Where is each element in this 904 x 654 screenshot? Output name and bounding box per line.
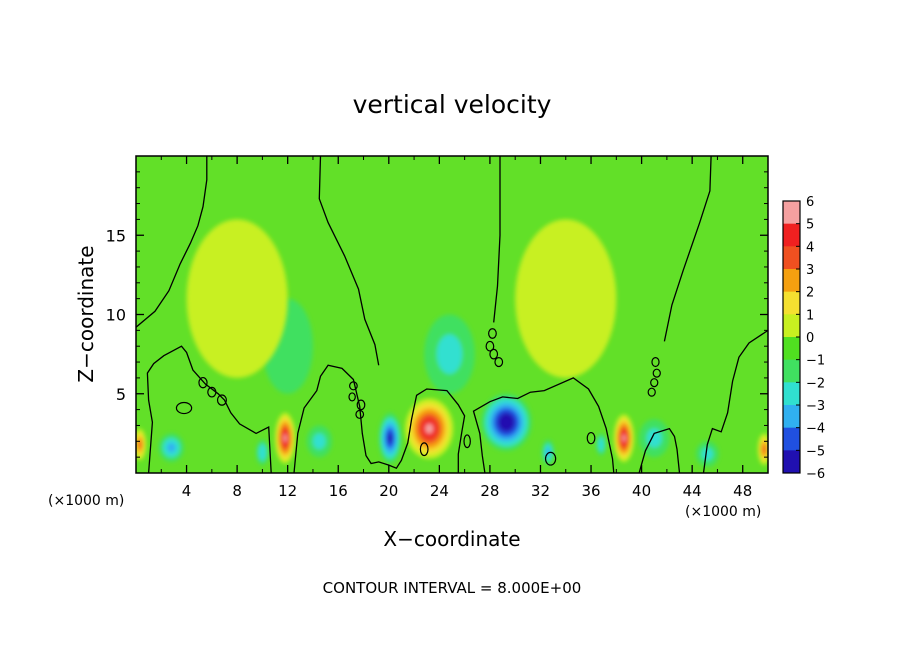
colorbar-label: −6 [806,467,825,482]
contour-loop-8 [488,328,497,339]
contour-loop-12 [651,357,660,368]
velocity-field [136,219,768,467]
contour-line-7 [472,377,615,473]
contour-loop-1 [207,386,217,398]
colorbar-swatch [783,382,800,406]
zero-contour-lines [136,156,768,473]
x-tick-label: 20 [379,482,398,500]
contour-loop-3 [175,401,193,415]
y-tick-label: 15 [106,226,126,245]
colorbar: 6 5 4 3 2 1 0 −1 −2 −3 −4 −5 −6 [782,195,825,482]
x-unit-label-left: (×1000 m) [48,493,124,509]
contour-line-1 [318,156,380,366]
x-tick-label: 40 [632,482,651,500]
updraft-cell-0 [136,428,147,461]
contour-loop-2 [216,394,227,406]
contour-line-6 [293,364,466,473]
colorbar-swatch [783,337,800,361]
colorbar-swatch [783,269,800,293]
colorbar-swatch [783,359,800,383]
contour-loop-18 [419,442,429,457]
contour-loop-9 [485,340,495,352]
x-tick-label: 16 [329,482,348,500]
colorbar-label: −4 [806,422,825,437]
weak-updraft-cell-15 [186,219,288,378]
downdraft-cell-9 [481,393,532,451]
colorbar-label: −2 [806,376,825,391]
x-tick-label: 28 [480,482,499,500]
colorbar-label: −3 [806,399,825,414]
y-axis-label: Z−coordinate [74,245,98,382]
downdraft-cell-7 [306,425,332,458]
contour-loop-0 [198,376,208,389]
chart-title: vertical velocity [353,90,552,119]
contour-loop-4 [349,381,358,391]
colorbar-swatch [783,201,800,225]
colorbar-label: 4 [806,240,814,255]
x-tick-label: 36 [581,482,600,500]
y-tick-label: 10 [106,306,126,325]
y-tick-label: 5 [116,385,126,404]
contour-loop-14 [650,378,659,388]
colorbar-label: 6 [806,195,814,210]
colorbar-label: −5 [806,444,825,459]
weak-downdraft-cell-14 [424,314,475,394]
contour-line-8 [638,427,681,473]
x-axis-label: X−coordinate [383,527,520,551]
colorbar-swatch [783,314,800,338]
colorbar-label: 0 [806,331,814,346]
x-tick-label: 44 [683,482,702,500]
contour-loop-13 [652,368,661,378]
downdraft-cell-6 [256,439,269,466]
colorbar-label: 3 [806,263,814,278]
x-tick-label: 4 [182,482,192,500]
x-tick-label: 48 [733,482,752,500]
contour-loop-11 [494,357,504,368]
contour-loop-7 [355,409,365,419]
updraft-cell-3 [613,414,635,462]
contour-loop-17 [586,431,596,445]
contour-line-2 [493,156,501,323]
colorbar-label: 5 [806,218,814,233]
contour-line-5 [146,345,272,473]
colorbar-swatch [783,450,800,474]
downdraft-cell-12 [639,419,670,458]
colorbar-swatch [783,405,800,429]
colorbar-swatch [783,246,800,270]
contour-line-4 [702,329,768,473]
colorbar-swatch [783,291,800,315]
colorbar-swatch [783,427,800,451]
contour-loop-5 [348,392,356,402]
downdraft-cell-5 [158,433,185,462]
x-tick-label: 8 [232,482,242,500]
colorbar-label: 2 [806,286,814,301]
updraft-cell-1 [275,412,296,464]
x-tick-label: 12 [278,482,297,500]
contour-interval-footer: CONTOUR INTERVAL = 8.000E+00 [323,579,582,597]
contour-line-0 [136,156,208,328]
contour-loop-19 [544,451,557,466]
contour-loop-16 [463,434,471,449]
downdraft-cell-8 [378,412,402,464]
contour-loop-15 [647,387,656,397]
colorbar-label: 1 [806,308,814,323]
x-tick-label: 24 [430,482,449,500]
contour-loop-10 [489,348,499,360]
x-unit-label-right: (×1000 m) [685,504,761,520]
contour-line-3 [663,156,712,342]
downdraft-cell-11 [596,433,607,456]
colorbar-label: −1 [806,354,825,369]
downdraft-cell-13 [695,441,719,467]
x-tick-label: 32 [531,482,550,500]
colorbar-swatch [783,223,800,247]
contour-loop-6 [356,399,366,411]
updraft-cell-2 [405,398,454,459]
weak-updraft-cell-16 [515,219,617,378]
